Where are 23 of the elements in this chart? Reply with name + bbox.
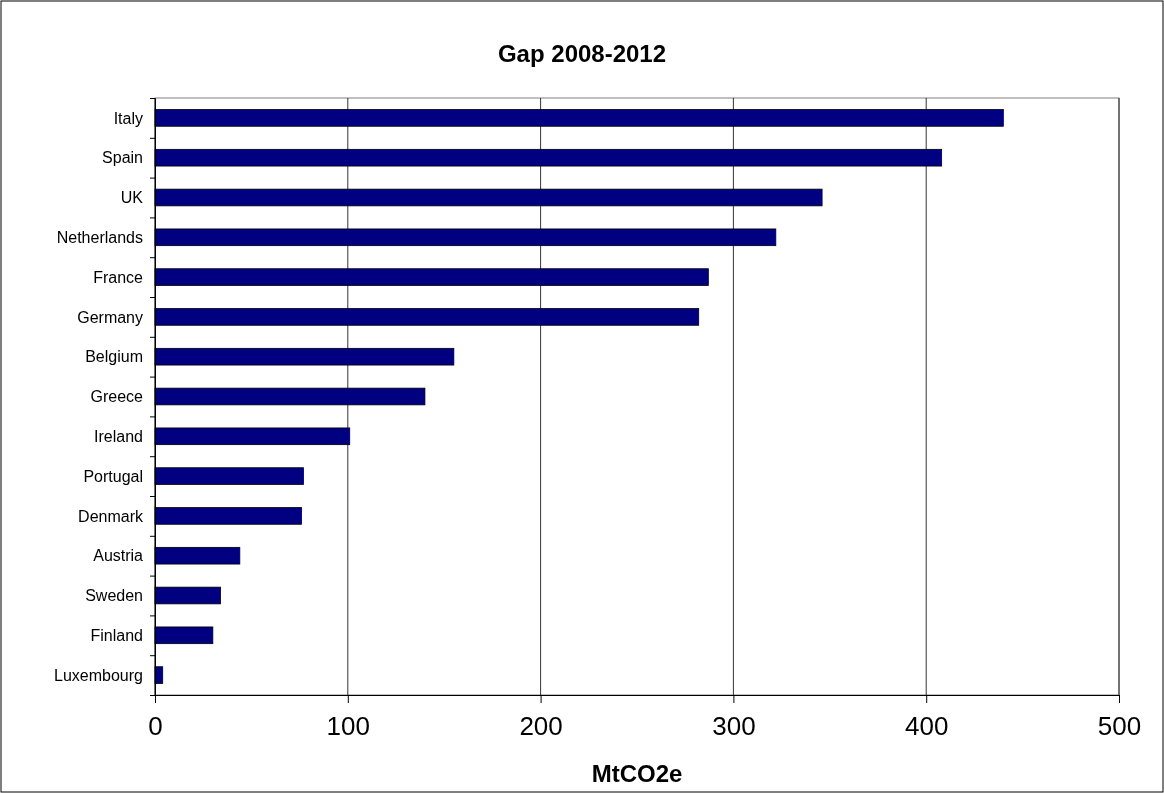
y-tick-label: Finland xyxy=(90,626,143,644)
x-axis-title: MtCO2e xyxy=(591,760,683,787)
y-tick-label: Sweden xyxy=(85,587,143,605)
y-tick-label: Portugal xyxy=(83,467,143,485)
y-tick-label: UK xyxy=(120,189,144,207)
y-tick-label: Austria xyxy=(93,547,144,565)
y-tick-label: Belgium xyxy=(85,348,143,366)
x-tick-label: 200 xyxy=(519,710,563,741)
y-tick-label: Greece xyxy=(90,388,144,406)
y-tick-label: Luxembourg xyxy=(54,666,143,684)
x-tick-label: 100 xyxy=(326,710,370,741)
y-tick-label: Italy xyxy=(113,109,143,127)
y-tick-label: Germany xyxy=(77,308,143,326)
chart-title: Gap 2008-2012 xyxy=(497,40,667,67)
y-tick-label: France xyxy=(93,268,144,286)
y-tick-label: Spain xyxy=(102,149,143,167)
y-tick-label: Netherlands xyxy=(56,228,143,246)
y-tick-label: Denmark xyxy=(78,507,144,525)
x-tick-label: 500 xyxy=(1097,710,1142,741)
x-tick-label: 0 xyxy=(148,710,163,741)
y-tick-label: Ireland xyxy=(94,427,143,445)
x-tick-label: 400 xyxy=(905,710,949,741)
x-tick-label: 300 xyxy=(712,710,756,741)
